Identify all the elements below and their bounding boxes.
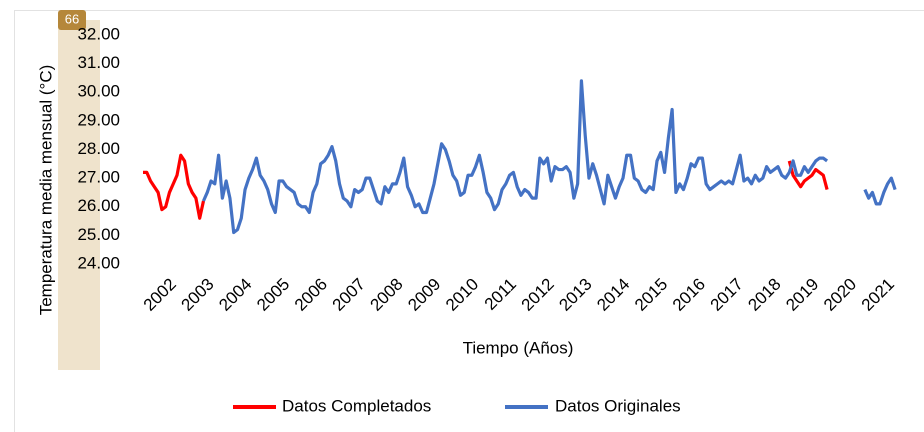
x-tick-label: 2013	[555, 275, 595, 315]
y-axis-title: Temperatura media mensual (°C)	[36, 65, 55, 316]
y-tick-label: 24.00	[77, 253, 120, 272]
legend-label: Datos Completados	[282, 396, 431, 415]
data-line	[202, 79, 897, 235]
x-tick-label: 2003	[178, 275, 218, 315]
x-tick-label: 2011	[481, 275, 520, 314]
x-tick-label: 2010	[442, 275, 482, 315]
x-tick-label: 2008	[366, 275, 406, 315]
y-tick-label: 31.00	[77, 53, 120, 72]
x-tick-label: 2007	[329, 275, 369, 315]
x-tick-label: 2016	[669, 275, 709, 315]
y-tick-label: 25.00	[77, 225, 120, 244]
highlight-column	[58, 20, 100, 370]
x-tick-label: 2005	[253, 275, 293, 315]
x-tick-label: 2018	[744, 275, 784, 315]
badge	[58, 10, 86, 30]
x-tick-label: 2019	[782, 275, 822, 315]
y-tick-label: 29.00	[77, 110, 120, 129]
x-tick-label: 2017	[707, 275, 747, 315]
x-tick-label: 2015	[631, 275, 671, 315]
y-tick-label: 26.00	[77, 196, 120, 215]
x-tick-label: 2020	[820, 275, 860, 315]
badge-text: 66	[65, 11, 79, 26]
x-tick-label: 2006	[291, 275, 331, 315]
x-tick-label: 2021	[858, 275, 898, 315]
y-tick-label: 27.00	[77, 168, 120, 187]
chart-frame	[14, 10, 924, 432]
x-tick-label: 2012	[518, 275, 558, 315]
x-tick-label: 2004	[215, 275, 255, 315]
x-tick-label: 2009	[404, 275, 444, 315]
x-axis-title: Tiempo (Años)	[463, 338, 574, 357]
legend-label: Datos Originales	[555, 396, 681, 415]
x-tick-label: 2014	[593, 275, 633, 315]
y-tick-label: 28.00	[77, 139, 120, 158]
x-tick-label: 2002	[140, 275, 180, 315]
data-line	[143, 153, 829, 220]
y-tick-label: 30.00	[77, 82, 120, 101]
y-tick-label: 32.00	[77, 24, 120, 43]
